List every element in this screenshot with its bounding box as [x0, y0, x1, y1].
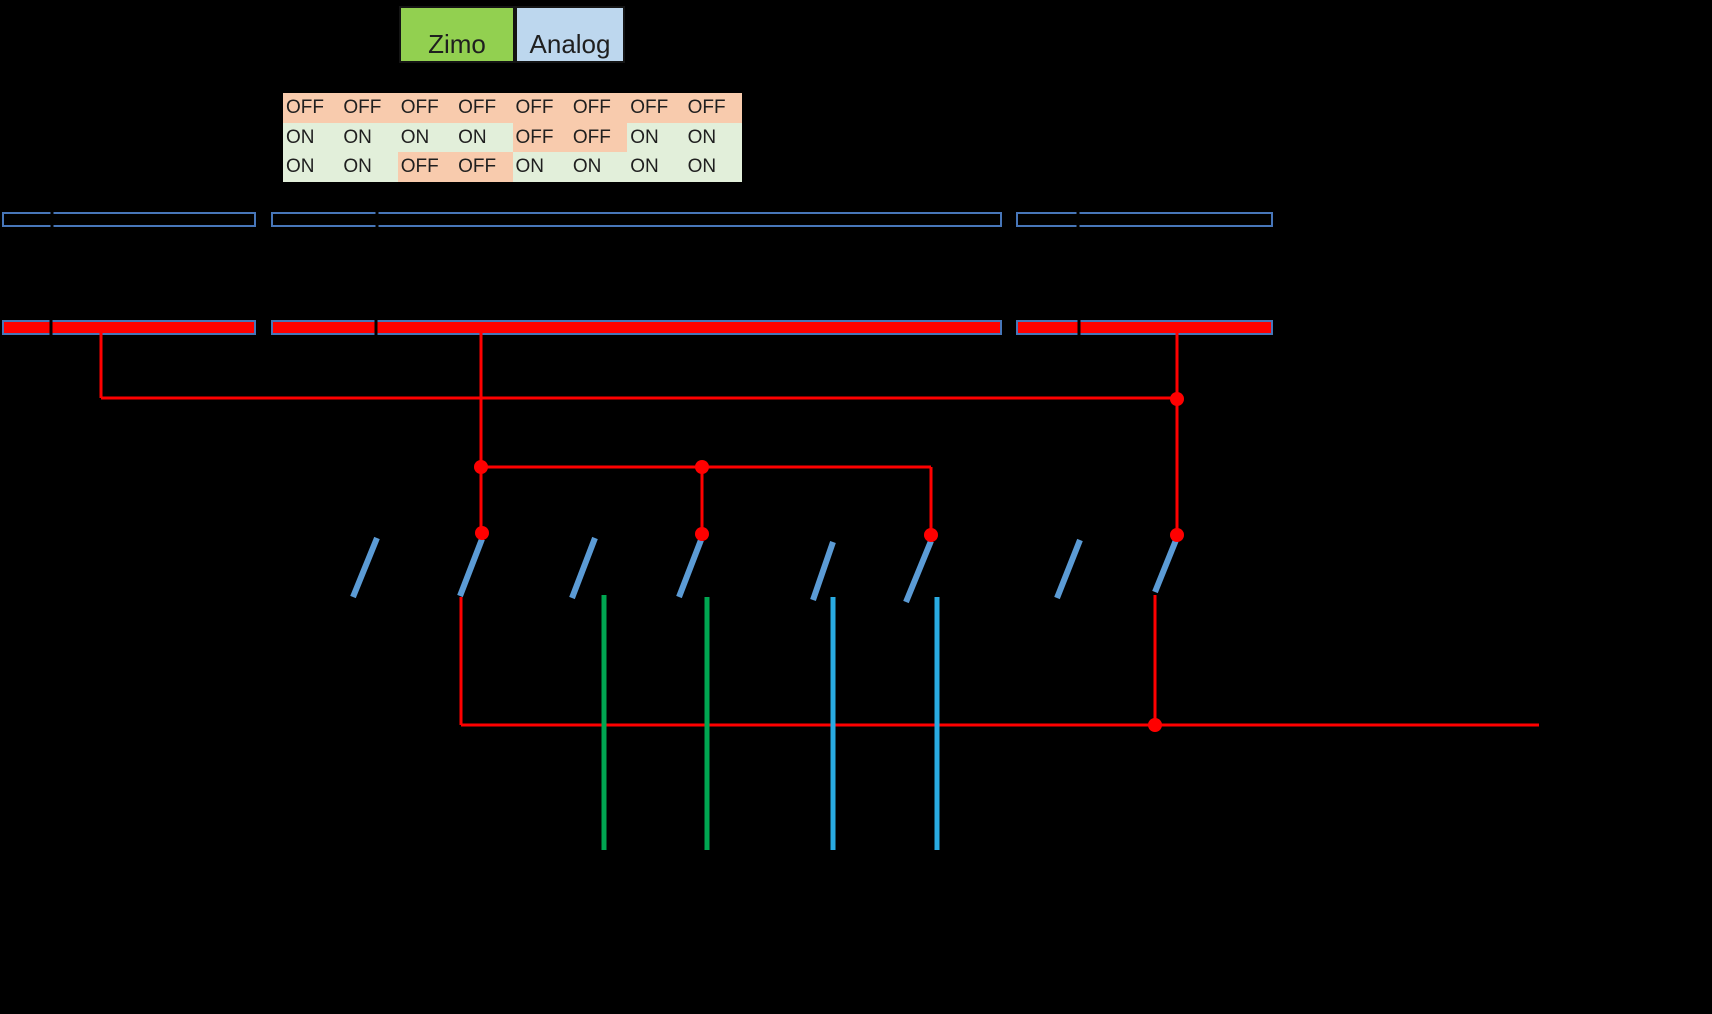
- switch-state-cell: OFF: [627, 93, 685, 123]
- lower-rail-segment: [2, 320, 256, 335]
- legend-zimo-label: Zimo: [428, 29, 486, 59]
- lower-rail-segment: [271, 320, 1002, 335]
- switch-state-cell: ON: [397, 122, 456, 153]
- switch-state-cell: ON: [684, 122, 742, 153]
- switch-state-cell: ON: [455, 122, 513, 153]
- switch-state-cell: ON: [569, 152, 628, 183]
- switch-state-cell: OFF: [397, 152, 456, 183]
- switch-state-cell: OFF: [569, 93, 628, 123]
- switch-lever: [1152, 538, 1179, 594]
- upper-rail-segment: [2, 212, 256, 227]
- upper-rail-segment: [271, 212, 1002, 227]
- switch-lever: [457, 537, 485, 598]
- junction-dot: [1170, 392, 1184, 406]
- switch-state-cell: OFF: [684, 93, 742, 123]
- switch-lever: [1054, 538, 1083, 600]
- junction-dot: [474, 460, 488, 474]
- upper-rail-segment: [1016, 212, 1273, 227]
- legend-zimo-box: Zimo: [399, 6, 515, 63]
- switch-state-cell: ON: [340, 122, 398, 153]
- switch-state-cell: ON: [283, 122, 341, 153]
- switch-lever: [903, 539, 934, 604]
- switch-state-row: ON ON ON ON OFF OFF ON ON: [283, 122, 742, 153]
- switch-state-cell: ON: [283, 152, 341, 183]
- lower-rail-segment: [1016, 320, 1273, 335]
- switch-state-cell: ON: [340, 152, 398, 183]
- switch-state-cell: ON: [684, 152, 742, 183]
- switch-state-cell: OFF: [455, 152, 513, 183]
- junction-dot: [475, 526, 489, 540]
- switch-state-cell: OFF: [455, 93, 513, 123]
- switch-state-table: OFF OFF OFF OFF OFF OFF OFF OFF ON ON ON ON OFF OFF ON…: [283, 93, 742, 183]
- switch-state-cell: OFF: [340, 93, 398, 123]
- junction-dot: [695, 460, 709, 474]
- switch-lever: [676, 538, 704, 599]
- legend-analog-box: Analog: [515, 6, 625, 63]
- switch-state-cell: OFF: [512, 122, 570, 153]
- switch-lever: [810, 541, 836, 601]
- switch-state-cell: ON: [627, 122, 685, 153]
- switch-state-row: OFF OFF OFF OFF OFF OFF OFF OFF: [283, 93, 742, 123]
- switch-lever: [569, 536, 598, 600]
- junction-dot: [695, 527, 709, 541]
- switch-lever: [350, 536, 380, 599]
- legend-analog-label: Analog: [529, 29, 611, 59]
- junction-dot: [1170, 528, 1184, 542]
- switch-state-cell: OFF: [569, 122, 628, 153]
- junction-dot: [924, 528, 938, 542]
- switch-state-cell: ON: [512, 152, 570, 183]
- switch-state-cell: OFF: [512, 93, 570, 123]
- switch-state-cell: ON: [627, 152, 685, 183]
- switch-state-cell: OFF: [283, 93, 341, 123]
- junction-dot: [1148, 718, 1162, 732]
- switch-state-cell: OFF: [397, 93, 456, 123]
- switch-state-row: ON ON OFF OFF ON ON ON ON: [283, 152, 742, 183]
